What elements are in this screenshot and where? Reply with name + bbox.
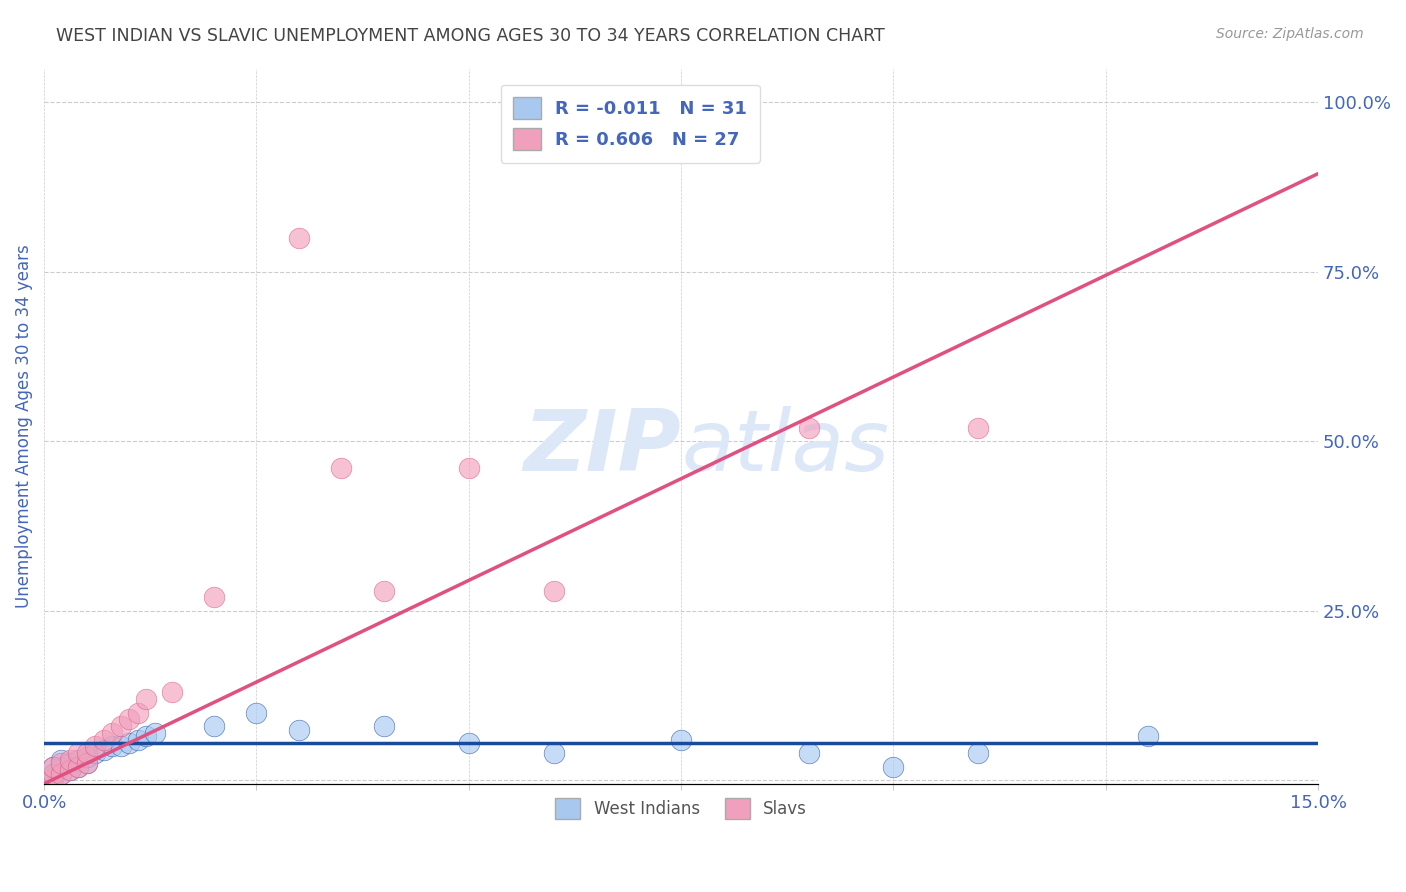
Point [330, 461, 353, 475]
Point [41, 766, 63, 780]
Point [76, 756, 98, 771]
Point [93, 732, 115, 747]
Point [457, 461, 479, 475]
Point [160, 685, 183, 699]
Point [58, 756, 80, 771]
Point [373, 719, 395, 733]
Point [288, 723, 311, 737]
Point [41, 772, 63, 786]
Point [58, 763, 80, 777]
Point [41, 760, 63, 774]
Point [49, 753, 72, 767]
Point [135, 692, 157, 706]
Point [543, 746, 565, 760]
Text: atlas: atlas [681, 406, 889, 489]
Point [101, 726, 124, 740]
Point [93, 743, 115, 757]
Point [543, 583, 565, 598]
Point [373, 583, 395, 598]
Point [49, 766, 72, 780]
Point [76, 746, 98, 760]
Point [110, 739, 132, 754]
Point [84, 739, 107, 754]
Point [202, 719, 225, 733]
Point [67, 760, 90, 774]
Text: Source: ZipAtlas.com: Source: ZipAtlas.com [1216, 27, 1364, 41]
Point [135, 729, 157, 743]
Point [58, 753, 80, 767]
Point [84, 746, 107, 760]
Point [967, 746, 990, 760]
Point [41, 760, 63, 774]
Point [49, 766, 72, 780]
Point [457, 736, 479, 750]
Point [127, 732, 149, 747]
Point [41, 766, 63, 780]
Point [41, 770, 63, 784]
Point [288, 231, 311, 245]
Point [797, 746, 820, 760]
Y-axis label: Unemployment Among Ages 30 to 34 years: Unemployment Among Ages 30 to 34 years [15, 244, 32, 608]
Point [76, 749, 98, 764]
Point [127, 706, 149, 720]
Point [118, 736, 141, 750]
Point [797, 421, 820, 435]
Point [67, 753, 90, 767]
Point [245, 706, 267, 720]
Point [76, 756, 98, 771]
Point [882, 760, 904, 774]
Point [67, 746, 90, 760]
Point [101, 739, 124, 754]
Point [143, 726, 166, 740]
Point [202, 591, 225, 605]
Point [49, 760, 72, 774]
Point [58, 763, 80, 777]
Point [967, 421, 990, 435]
Point [67, 760, 90, 774]
Point [669, 732, 692, 747]
Point [49, 756, 72, 771]
Point [118, 712, 141, 726]
Text: WEST INDIAN VS SLAVIC UNEMPLOYMENT AMONG AGES 30 TO 34 YEARS CORRELATION CHART: WEST INDIAN VS SLAVIC UNEMPLOYMENT AMONG… [56, 27, 884, 45]
Point [1137, 729, 1160, 743]
Point [110, 719, 132, 733]
Text: ZIP: ZIP [523, 406, 681, 489]
Legend: West Indians, Slavs: West Indians, Slavs [548, 792, 814, 825]
